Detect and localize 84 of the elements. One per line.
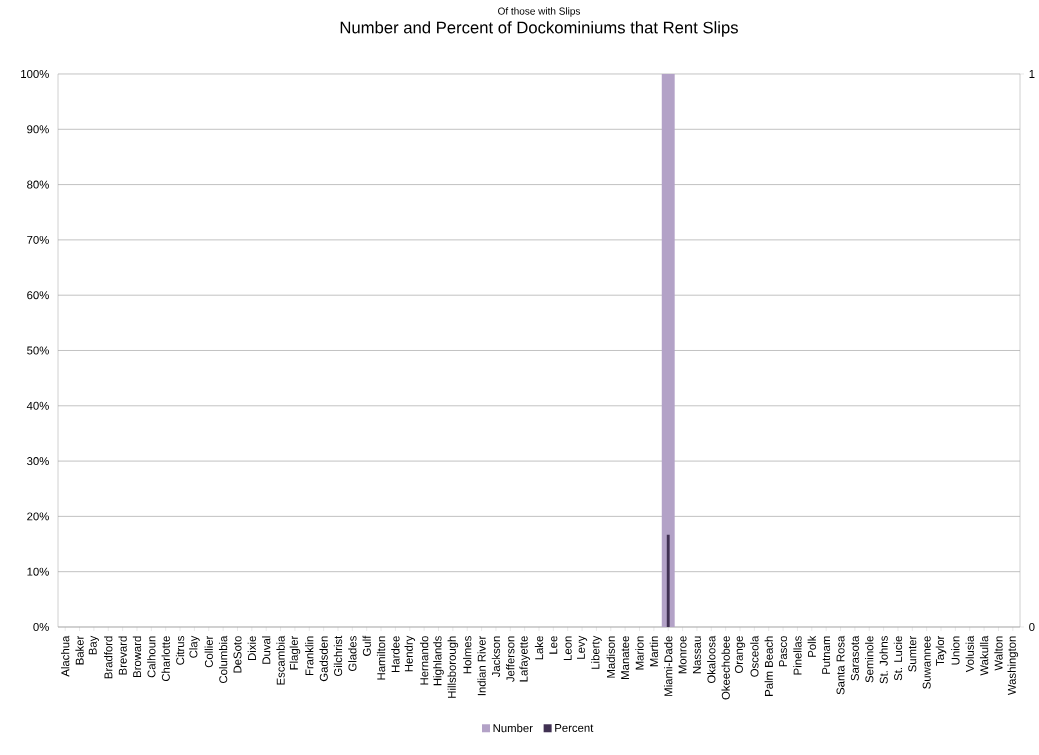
x-tick-label: Palm Beach: [764, 636, 773, 696]
x-tick-label: Collier: [204, 635, 213, 668]
x-tick-label: Okeechobee: [721, 636, 730, 700]
x-tick-label: Brevard: [118, 636, 127, 675]
y-tick-label: 0%: [33, 622, 49, 631]
x-tick-label: Hernando: [419, 636, 429, 685]
y-tick-label: 30%: [27, 457, 49, 466]
x-tick-label: Flagler: [289, 635, 301, 670]
x-tick-label: Union: [951, 636, 960, 665]
x-tick-label: Santa Rosa: [836, 635, 845, 695]
x-tick-label: Broward: [132, 636, 142, 677]
chart-subtitle: Of those with Slips: [498, 7, 581, 17]
y-tick-label: 40%: [26, 401, 49, 410]
x-tick-label: Hardee: [391, 636, 400, 672]
x-tick-label: Franklin: [305, 636, 314, 676]
y-tick-label: 60%: [27, 291, 49, 300]
x-tick-label: Washington: [1007, 636, 1019, 696]
x-tick-label: Lafayette: [519, 636, 530, 682]
x-tick-label: Lee: [549, 636, 558, 654]
x-tick-label: Madison: [606, 636, 615, 678]
x-tick-label: Gulf: [362, 635, 371, 656]
x-tick-label: Taylor: [935, 635, 947, 666]
x-tick-label: Volusia: [965, 635, 974, 673]
x-tick-label: Pinellas: [793, 636, 802, 675]
x-tick-label: Manatee: [621, 636, 630, 679]
x-tick-label: Calhoun: [147, 636, 156, 678]
x-tick-label: Highlands: [433, 636, 444, 686]
x-tick-label: Glades: [348, 636, 357, 672]
x-tick-label: Walton: [994, 636, 1003, 671]
x-tick-label: Levy: [577, 635, 588, 659]
y-tick-label: 20%: [27, 512, 49, 521]
x-tick-label: Bradford: [104, 636, 113, 679]
x-tick-label: Duval: [262, 636, 271, 664]
x-tick-label: Hamilton: [376, 636, 386, 680]
x-tick-label: Lake: [534, 636, 544, 660]
x-tick-label: Pasco: [779, 636, 788, 667]
x-tick-label: Dixie: [247, 636, 256, 660]
x-tick-label: DeSoto: [233, 636, 242, 673]
y-tick-label: 70%: [27, 235, 49, 244]
y-tick-label: 90%: [27, 125, 49, 134]
x-tick-label: Hillsborough: [447, 636, 459, 698]
x-tick-label: Martin: [649, 636, 659, 667]
y-tick-label: 100%: [21, 69, 49, 78]
legend-label: Percent: [555, 724, 594, 732]
y2-tick-label: 1: [1029, 70, 1035, 78]
x-tick-label: Okaloosa: [707, 635, 716, 684]
x-tick-label: Sumter: [908, 635, 917, 672]
x-tick-label: Sarasota: [850, 635, 859, 681]
x-tick-label: Charlotte: [161, 636, 170, 682]
x-tick-label: Suwannee: [922, 636, 931, 689]
x-tick-label: Baker: [75, 635, 84, 665]
y-tick-label: 10%: [27, 567, 49, 576]
x-tick-label: Nassau: [692, 636, 701, 674]
x-tick-label: St. Lucie: [893, 636, 903, 681]
x-tick-label: Indian River: [477, 635, 486, 696]
x-tick-label: Hendry: [404, 635, 416, 672]
x-tick-label: Escambia: [276, 635, 285, 685]
x-tick-label: Jackson: [491, 636, 501, 678]
x-tick-label: Clay: [189, 635, 200, 658]
x-tick-label: Orange: [734, 636, 746, 673]
x-tick-label: Leon: [563, 636, 572, 660]
x-tick-label: Gadsden: [319, 636, 328, 682]
x-tick-label: Polk: [807, 635, 816, 657]
legend-label: Number: [493, 723, 533, 733]
x-tick-label: Monroe: [678, 636, 687, 674]
x-tick-label: Gilchrist: [333, 635, 343, 677]
x-tick-label: Wakulla: [979, 635, 989, 676]
x-tick-label: Liberty: [591, 635, 602, 669]
x-tick-label: Osceola: [750, 635, 759, 677]
y-tick-label: 80%: [27, 180, 49, 189]
x-tick-label: Jefferson: [506, 636, 515, 682]
x-tick-label: Bay: [88, 635, 99, 655]
x-tick-label: Putnam: [822, 636, 831, 674]
x-tick-label: Seminole: [865, 636, 874, 683]
chart-title: Number and Percent of Dockominiums that Rent Slips: [340, 21, 738, 37]
x-tick-label: Alachua: [61, 635, 70, 677]
x-tick-label: Citrus: [175, 636, 185, 665]
x-tick-label: St. Johns: [879, 636, 888, 684]
x-tick-label: Marion: [635, 636, 644, 670]
x-tick-label: Miami-Dade: [664, 636, 673, 696]
x-tick-label: Columbia: [218, 635, 228, 683]
y-tick-label: 50%: [27, 346, 49, 355]
x-tick-label: Holmes: [463, 636, 472, 674]
y2-tick-label: 0: [1029, 622, 1035, 631]
